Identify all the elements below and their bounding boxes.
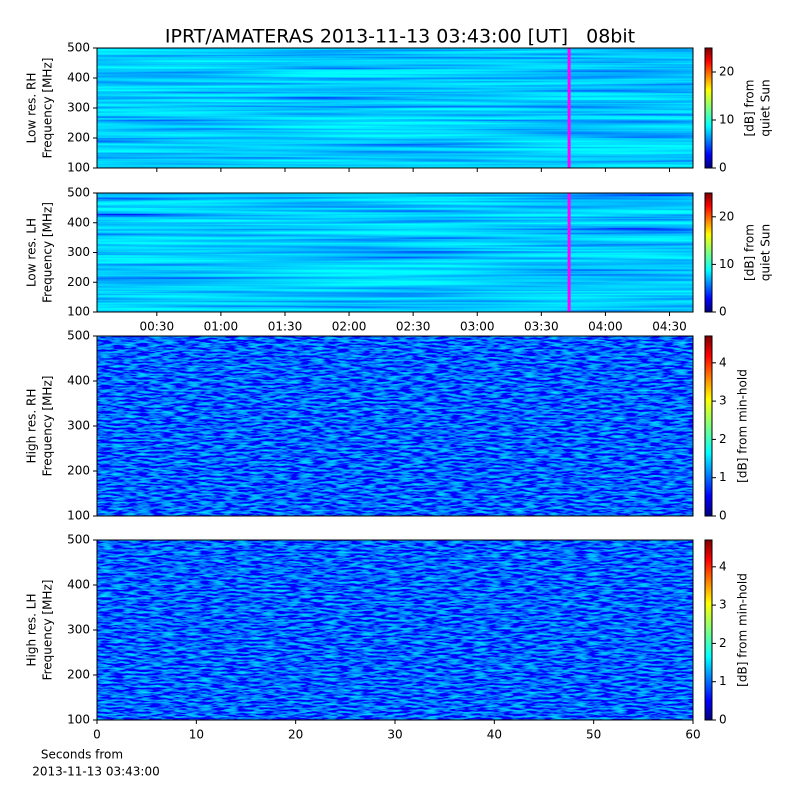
colorbar-tick-label: 4 bbox=[719, 355, 727, 369]
y-axis-label: High res. RH bbox=[25, 389, 39, 464]
y-tick-label: 200 bbox=[67, 131, 90, 145]
colorbar-label: quiet Sun bbox=[759, 224, 773, 281]
y-tick-label: 200 bbox=[67, 668, 90, 682]
x-tick-label: 03:30 bbox=[524, 320, 559, 334]
colorbar-tick-label: 10 bbox=[719, 113, 734, 127]
y-axis-label: Frequency [MHz] bbox=[41, 58, 55, 159]
x-tick-label: 02:30 bbox=[396, 320, 431, 334]
colorbar-tick-label: 3 bbox=[719, 598, 727, 612]
spectrogram bbox=[97, 193, 693, 312]
x-tick-label: 03:00 bbox=[460, 320, 495, 334]
y-tick-label: 500 bbox=[67, 533, 90, 547]
y-tick-label: 200 bbox=[67, 275, 90, 289]
colorbar bbox=[704, 47, 713, 169]
x-tick-label: 0 bbox=[93, 728, 101, 742]
x-tick-label: 04:30 bbox=[652, 320, 687, 334]
x-tick-label: 02:00 bbox=[332, 320, 367, 334]
colorbar-tick-label: 0 bbox=[719, 161, 727, 175]
colorbar-tick-label: 20 bbox=[719, 209, 734, 223]
y-axis-label: Frequency [MHz] bbox=[41, 376, 55, 477]
colorbar-tick-label: 1 bbox=[719, 470, 727, 484]
colorbar-label: [dB] from min-hold bbox=[736, 369, 750, 483]
spectrogram bbox=[97, 48, 693, 168]
colorbar-tick-label: 1 bbox=[719, 674, 727, 688]
colorbar-tick-label: 0 bbox=[719, 305, 727, 319]
y-tick-label: 100 bbox=[67, 509, 90, 523]
colorbar bbox=[704, 192, 713, 313]
colorbar-tick-label: 0 bbox=[719, 509, 727, 523]
y-tick-label: 300 bbox=[67, 101, 90, 115]
x-axis-label: 2013-11-13 03:43:00 bbox=[32, 765, 159, 779]
x-tick-label: 50 bbox=[586, 728, 601, 742]
colorbar-label: [dB] from min-hold bbox=[736, 573, 750, 687]
figure-title: IPRT/AMATERAS 2013-11-13 03:43:00 [UT] 0… bbox=[165, 26, 635, 48]
x-tick-label: 60 bbox=[685, 728, 700, 742]
colorbar-label: [dB] from bbox=[743, 224, 757, 281]
y-tick-label: 400 bbox=[67, 215, 90, 229]
y-tick-label: 500 bbox=[67, 329, 90, 343]
x-tick-label: 10 bbox=[189, 728, 204, 742]
y-tick-label: 300 bbox=[67, 245, 90, 259]
spectrogram bbox=[97, 336, 693, 516]
y-axis-label: Frequency [MHz] bbox=[41, 202, 55, 303]
x-tick-label: 04:00 bbox=[588, 320, 623, 334]
y-axis-label: Low res. LH bbox=[25, 218, 39, 287]
colorbar-tick-label: 10 bbox=[719, 257, 734, 271]
y-tick-label: 300 bbox=[67, 623, 90, 637]
x-tick-label: 30 bbox=[387, 728, 402, 742]
colorbar-tick-label: 20 bbox=[719, 65, 734, 79]
x-tick-label: 20 bbox=[288, 728, 303, 742]
y-tick-label: 200 bbox=[67, 464, 90, 478]
colorbar bbox=[704, 539, 713, 721]
y-tick-label: 100 bbox=[67, 161, 90, 175]
y-tick-label: 500 bbox=[67, 186, 90, 200]
y-axis-label: Low res. RH bbox=[25, 73, 39, 144]
y-tick-label: 100 bbox=[67, 713, 90, 727]
colorbar-tick-label: 3 bbox=[719, 394, 727, 408]
y-axis-label: High res. LH bbox=[25, 593, 39, 666]
y-tick-label: 400 bbox=[67, 71, 90, 85]
x-tick-label: 40 bbox=[487, 728, 502, 742]
colorbar-label: [dB] from bbox=[743, 80, 757, 137]
colorbar-tick-label: 2 bbox=[719, 636, 727, 650]
y-tick-label: 100 bbox=[67, 305, 90, 319]
spectrogram bbox=[97, 540, 693, 720]
y-tick-label: 500 bbox=[67, 41, 90, 55]
y-tick-label: 300 bbox=[67, 419, 90, 433]
colorbar-label: quiet Sun bbox=[759, 79, 773, 136]
y-tick-label: 400 bbox=[67, 578, 90, 592]
x-tick-label: 00:30 bbox=[140, 320, 175, 334]
x-tick-label: 01:30 bbox=[268, 320, 303, 334]
colorbar-tick-label: 2 bbox=[719, 432, 727, 446]
colorbar-tick-label: 4 bbox=[719, 559, 727, 573]
colorbar-tick-label: 0 bbox=[719, 713, 727, 727]
y-tick-label: 400 bbox=[67, 374, 90, 388]
y-axis-label: Frequency [MHz] bbox=[41, 580, 55, 681]
x-tick-label: 01:00 bbox=[204, 320, 239, 334]
colorbar bbox=[704, 335, 713, 517]
x-axis-label: Seconds from bbox=[41, 748, 123, 762]
